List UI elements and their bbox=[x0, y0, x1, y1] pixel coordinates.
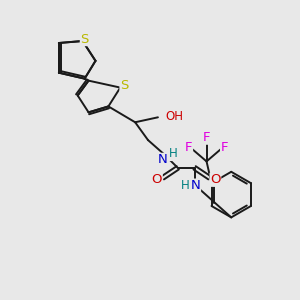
Text: N: N bbox=[191, 179, 200, 192]
Text: O: O bbox=[210, 173, 220, 186]
Text: OH: OH bbox=[166, 110, 184, 123]
Text: H: H bbox=[168, 148, 177, 160]
Text: F: F bbox=[185, 141, 193, 154]
Text: O: O bbox=[152, 173, 162, 186]
Text: S: S bbox=[80, 32, 89, 46]
Text: F: F bbox=[203, 131, 210, 144]
Text: H: H bbox=[181, 179, 190, 192]
Text: N: N bbox=[158, 153, 168, 167]
Text: F: F bbox=[220, 141, 228, 154]
Text: S: S bbox=[120, 79, 128, 92]
